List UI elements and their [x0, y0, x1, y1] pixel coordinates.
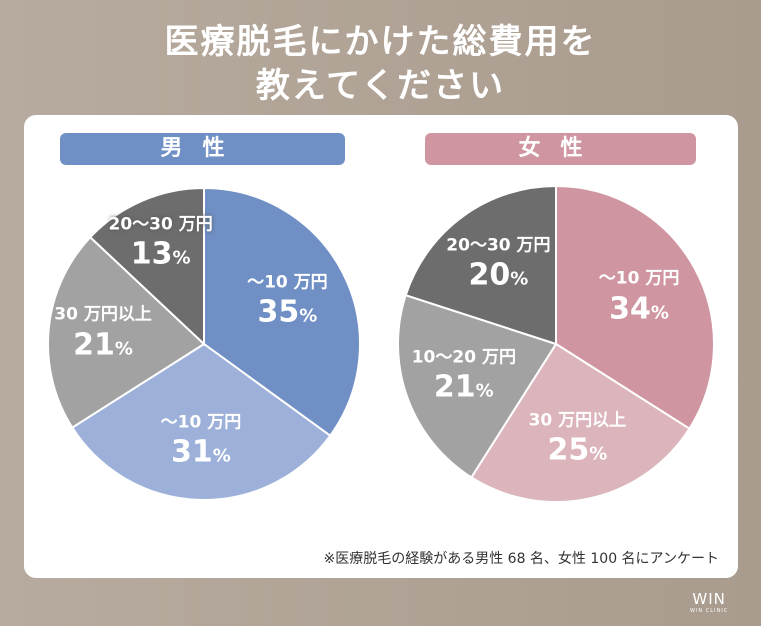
percent-sign: %	[475, 381, 494, 403]
slice-percent: 35	[257, 294, 300, 330]
percent-sign: %	[510, 268, 529, 290]
slice-value: 20%	[446, 257, 550, 295]
slice-category: 30 万円以上	[54, 305, 152, 326]
female-chart-title: 女性	[425, 133, 696, 165]
pie-slice	[47, 235, 206, 429]
title-line-1: 医療脱毛にかけた総費用を	[164, 22, 597, 62]
slice-category: 20〜30 万円	[108, 214, 213, 235]
slice-percent: 21	[433, 370, 476, 406]
slice-value: 31%	[161, 434, 242, 472]
pie-slice	[397, 293, 558, 479]
male-chart-title: 男性	[60, 133, 345, 165]
slice-label: 10〜20 万円 21%	[412, 348, 516, 407]
slice-category: 〜10 万円	[598, 268, 680, 289]
pie-slice	[203, 186, 361, 438]
slice-category: 20〜30 万円	[446, 235, 551, 256]
slice-percent: 20	[468, 257, 511, 293]
slice-label: 〜10 万円 35%	[247, 272, 328, 331]
slice-category: 10〜20 万円	[411, 347, 516, 368]
pie-slice	[70, 342, 332, 501]
slice-value: 21%	[412, 369, 516, 407]
logo-sub: WIN CLINIC	[690, 608, 729, 614]
slice-label: 30 万円以上 21%	[54, 305, 152, 364]
title-line-2: 教えてください	[255, 66, 506, 106]
pie-slice	[88, 186, 205, 347]
page-title: 医療脱毛にかけた総費用を 教えてください	[0, 20, 761, 108]
percent-sign: %	[172, 247, 191, 269]
slice-category: 〜10 万円	[247, 272, 328, 293]
slice-value: 35%	[247, 293, 328, 331]
slice-label: 〜10 万円 31%	[161, 413, 242, 472]
slice-label: 20〜30 万円 20%	[446, 235, 550, 294]
slice-label: 〜10 万円 34%	[599, 269, 680, 328]
slice-percent: 25	[547, 432, 590, 468]
percent-sign: %	[299, 305, 318, 327]
slice-value: 21%	[54, 326, 152, 364]
win-clinic-logo: WIN WIN CLINIC	[690, 590, 728, 614]
slice-value: 34%	[599, 290, 680, 328]
logo-main: WIN	[692, 590, 726, 608]
percent-sign: %	[212, 446, 231, 468]
percent-sign: %	[650, 302, 669, 324]
slice-label: 30 万円以上 25%	[529, 410, 627, 469]
slice-percent: 13	[130, 236, 173, 272]
slice-percent: 34	[609, 291, 651, 327]
slice-percent: 31	[171, 435, 213, 471]
slice-value: 25%	[529, 431, 627, 469]
slice-percent: 21	[73, 327, 115, 363]
percent-sign: %	[589, 443, 608, 465]
slice-category: 〜10 万円	[160, 412, 242, 433]
pie-slice	[469, 342, 691, 503]
slice-value: 13%	[109, 236, 213, 274]
pie-slice	[404, 184, 557, 346]
percent-sign: %	[114, 338, 133, 360]
survey-note: ※医療脱毛の経験がある男性 68 名、女性 100 名にアンケート	[323, 551, 719, 567]
slice-label: 20〜30 万円 13%	[109, 214, 213, 273]
slice-category: 30 万円以上	[528, 410, 627, 431]
